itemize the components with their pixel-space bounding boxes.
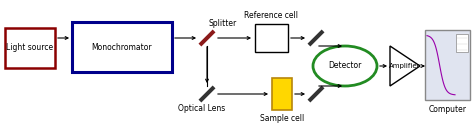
Polygon shape — [390, 46, 420, 86]
Text: Optical Lens: Optical Lens — [178, 104, 226, 113]
Text: Light source: Light source — [7, 44, 54, 52]
Text: Sample cell: Sample cell — [260, 114, 304, 123]
Bar — [199, 30, 216, 46]
Bar — [425, 30, 470, 100]
Bar — [199, 86, 216, 103]
Bar — [255, 24, 288, 52]
Bar — [272, 78, 292, 110]
Bar — [308, 30, 325, 46]
Ellipse shape — [313, 46, 377, 86]
Bar — [456, 34, 468, 52]
Text: Amplifier: Amplifier — [389, 63, 421, 69]
Text: Reference cell: Reference cell — [245, 11, 299, 20]
Bar — [5, 28, 55, 68]
Bar — [308, 86, 325, 103]
Text: Splitter: Splitter — [209, 19, 237, 28]
Text: Computer: Computer — [428, 105, 466, 114]
Text: Monochromator: Monochromator — [91, 42, 152, 51]
Text: Detector: Detector — [328, 61, 362, 71]
Bar — [72, 22, 172, 72]
